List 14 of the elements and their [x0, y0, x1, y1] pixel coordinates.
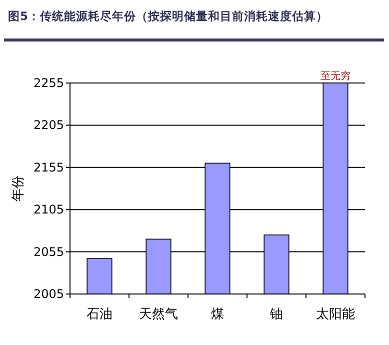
y-tick-label: 2255	[33, 76, 64, 90]
y-tick-label: 2055	[33, 244, 64, 259]
y-tick-label: 2205	[33, 118, 64, 132]
x-tick-label: 天然气	[139, 307, 178, 322]
chart-title: 图5：传统能源耗尽年份（按探明储量和目前消耗速度估算）	[8, 9, 328, 23]
x-tick-label: 铀	[269, 307, 283, 322]
data-label: 至无穷	[320, 70, 350, 82]
y-tick-label: 2155	[33, 160, 64, 174]
x-tick-label: 石油	[86, 307, 112, 322]
x-tick-label: 煤	[211, 307, 224, 322]
y-axis-title: 年份	[11, 176, 26, 202]
y-tick-label: 2105	[33, 202, 64, 217]
x-tick-label: 太阳能	[316, 307, 355, 322]
y-tick-label: 2005	[33, 287, 64, 301]
